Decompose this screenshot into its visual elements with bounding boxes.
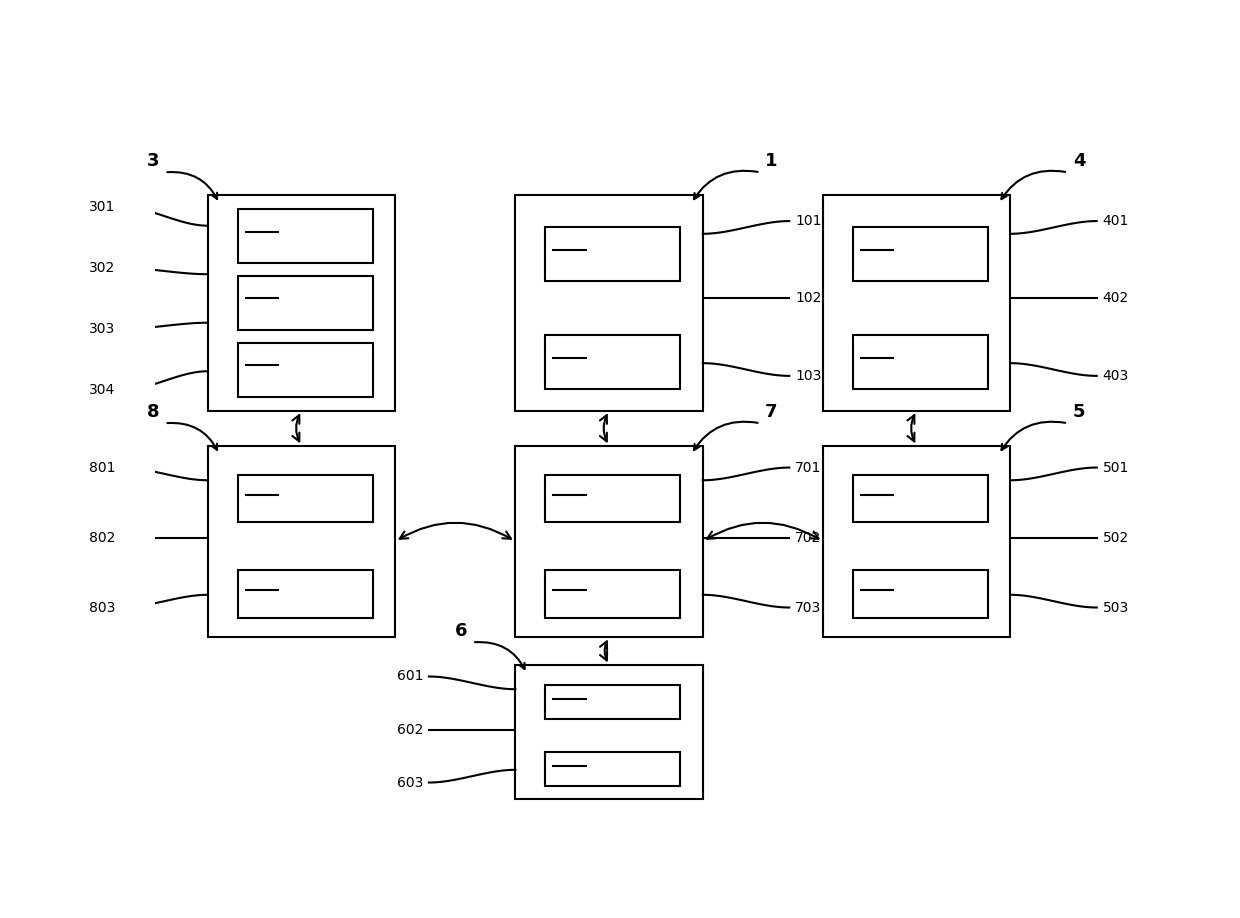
Text: 801: 801 [89, 461, 115, 475]
Text: 3: 3 [148, 152, 160, 170]
Text: 402: 402 [1102, 292, 1128, 306]
Text: 701: 701 [795, 461, 821, 475]
Bar [546, 228, 681, 281]
Text: 601: 601 [397, 669, 423, 684]
Text: 401: 401 [1102, 214, 1128, 228]
Text: 302: 302 [89, 261, 115, 274]
Bar [238, 209, 373, 263]
Text: 301: 301 [89, 199, 115, 214]
Bar [853, 335, 988, 389]
Text: 6: 6 [455, 622, 467, 641]
Text: 802: 802 [89, 531, 115, 544]
Text: 103: 103 [795, 369, 821, 383]
Bar [208, 446, 396, 637]
Text: 501: 501 [1102, 461, 1128, 475]
Text: 502: 502 [1102, 531, 1128, 544]
Text: 303: 303 [89, 322, 115, 336]
Text: 102: 102 [795, 292, 821, 306]
Text: 503: 503 [1102, 600, 1128, 614]
Bar [823, 195, 1011, 410]
Text: 1: 1 [765, 152, 777, 170]
Bar [546, 685, 681, 719]
Text: 5: 5 [1073, 403, 1085, 421]
Bar [546, 335, 681, 389]
Bar [238, 475, 373, 522]
Text: 602: 602 [397, 722, 423, 736]
Bar [546, 753, 681, 786]
Text: 702: 702 [795, 531, 821, 544]
Bar [853, 228, 988, 281]
Bar [546, 475, 681, 522]
Text: 803: 803 [89, 600, 115, 614]
Bar [823, 446, 1011, 637]
Text: 304: 304 [89, 384, 115, 397]
Bar [208, 195, 396, 410]
Text: 7: 7 [765, 403, 777, 421]
Bar [853, 570, 988, 618]
Text: 101: 101 [795, 214, 822, 228]
Bar [516, 195, 703, 410]
Bar [238, 275, 373, 330]
Bar [546, 570, 681, 618]
Text: 403: 403 [1102, 369, 1128, 383]
Bar [238, 570, 373, 618]
Bar [238, 342, 373, 397]
Text: 4: 4 [1073, 152, 1085, 170]
Bar [516, 665, 703, 800]
Bar [853, 475, 988, 522]
Text: 703: 703 [795, 600, 821, 614]
Text: 603: 603 [397, 776, 423, 789]
Bar [516, 446, 703, 637]
Text: 8: 8 [148, 403, 160, 421]
